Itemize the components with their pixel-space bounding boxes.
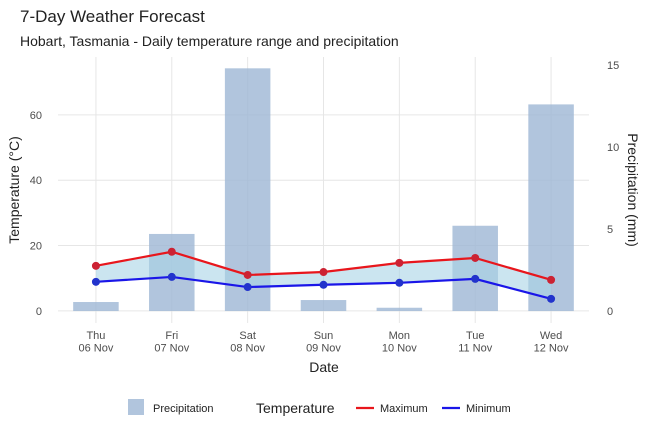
x-tick-label: Wed 12 Nov [534,330,569,355]
temperature-point [91,277,100,286]
temperature-point [167,247,176,256]
y-tick-label: 40 [30,175,42,187]
y2-axis-label: Precipitation (mm) [625,133,641,247]
y-tick-label: 0 [36,306,42,318]
y2-tick-label: 0 [607,306,613,318]
temperature-point [91,261,100,270]
x-tick-label: Sat 08 Nov [230,330,265,355]
x-tick-label: Fri 07 Nov [154,330,189,355]
temperature-point [243,283,252,292]
y2-tick-label: 10 [607,142,619,154]
temperature-point [319,280,328,289]
chart-title: 7-Day Weather Forecast [20,7,205,26]
y-tick-label: 20 [30,241,42,253]
y-tick-label: 60 [30,110,42,122]
chart-subtitle: Hobart, Tasmania - Daily temperature ran… [20,33,399,49]
legend-label: Maximum [380,403,428,415]
y2-tick-label: 5 [607,224,613,236]
y-axis-label: Temperature (°C) [6,136,22,244]
precip-bar [376,307,423,312]
x-tick-label: Sun 09 Nov [306,330,341,355]
legend-label: Minimum [466,403,511,415]
marks [73,68,574,312]
temperature-point [471,274,480,283]
temperature-point [471,253,480,262]
temperature-point [547,275,556,284]
y2-tick-label: 15 [607,60,619,72]
temperature-point [547,294,556,303]
precip-bar [73,302,119,312]
temperature-point [243,270,252,279]
x-tick-label: Mon 10 Nov [382,330,417,355]
temperature-point [395,258,404,267]
legend-title: Temperature [256,400,335,416]
temperature-point [167,272,176,281]
legend-swatch [128,399,144,415]
temperature-point [395,278,404,287]
legend-label: Precipitation [153,403,214,415]
x-tick-label: Tue 11 Nov [458,330,493,355]
x-axis-label: Date [309,359,339,375]
precip-bar [300,300,347,312]
temperature-point [319,268,328,277]
x-tick-label: Thu 06 Nov [78,330,113,355]
